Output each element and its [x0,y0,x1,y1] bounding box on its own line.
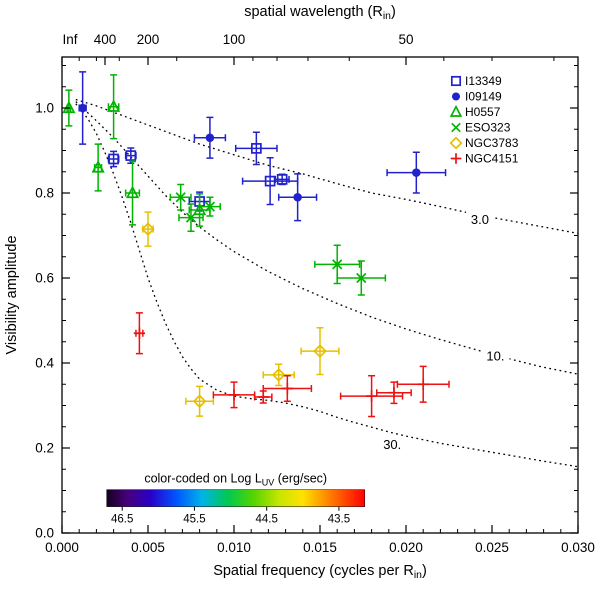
legend-label: ESO323 [465,121,511,135]
legend-label: NGC4151 [465,152,519,166]
top-axis-tick-label: 100 [223,32,246,47]
x-axis-tick-label: 0.020 [389,540,423,555]
x-axis-tick-label: 0.010 [217,540,251,555]
top-axis-tick-label: 50 [398,32,413,47]
legend-entry: I13349 [450,74,502,88]
marker-plus-icon [228,389,240,401]
legend-label: I13349 [465,74,502,88]
curve-label-bg [378,437,407,452]
series-eso323 [169,183,387,296]
x-axis-tick-label: 0.005 [131,540,165,555]
marker-triangle-open-icon [62,100,76,114]
y-axis-tick-label: 0.8 [35,186,54,201]
marker-circle-filled-icon [205,133,215,143]
series-ngc3783 [141,211,340,417]
marker-circle-filled-icon [452,92,460,101]
legend-entry: H0557 [449,104,501,119]
marker-x-icon [451,122,461,133]
marker-circle-filled-icon [293,192,302,202]
marker-x-icon [356,272,367,284]
marker-triangle-open-icon [449,104,463,117]
marker-plus-icon [450,153,462,164]
error-bar-x [234,144,278,152]
error-bar-x [185,397,215,405]
y-axis-tick-label: 0.6 [35,271,54,286]
legend-entry: I09149 [452,90,502,104]
marker-triangle-open-icon [125,185,140,199]
marker-x-icon [185,212,197,223]
curve-label-bg [465,211,494,227]
marker-diamond-open-icon [449,136,463,150]
x-axis-tick-label: 0.030 [561,540,595,555]
marker-triangle-open-icon [91,160,105,173]
x-axis-tick-label: 0.025 [475,540,509,555]
colorbar-tick-label: 46.5 [111,514,133,526]
legend-label: NGC3783 [465,136,519,150]
colorbar-tick-label: 44.5 [255,514,277,526]
colorbar-title: color-coded on Log LUV (erg/sec) [144,472,327,488]
y-axis-tick-label: 0.4 [35,356,54,371]
marker-plus-icon [281,382,293,395]
model-curve [75,103,579,468]
legend-label: H0557 [465,105,501,119]
marker-diamond-open-icon [313,344,327,358]
x-axis-title: Spatial frequency (cycles per Rin) [213,563,427,581]
marker-plus-icon [365,390,378,402]
model-curves: 3.0 10. 30. [75,98,579,468]
curve-label: 10. [486,349,504,364]
marker-circle-filled-icon [412,168,421,177]
marker-plus-icon [133,327,146,339]
legend-entry: NGC4151 [450,152,519,166]
marker-x-icon [332,259,343,270]
data-series [62,71,450,418]
y-axis-tick-label: 0.0 [35,526,54,541]
legend-entry: ESO323 [451,121,511,135]
legend-label: I09149 [465,90,502,104]
error-bar-x [124,189,141,197]
curve-label: 3.0 [471,212,489,227]
marker-circle-filled-icon [78,103,87,113]
x-axis-tick-label: 0.015 [303,540,337,555]
marker-square-open-icon [125,150,137,161]
y-axis-tick-label: 0.2 [35,441,54,456]
top-axis-title: spatial wavelength (Rin) [244,4,396,22]
y-axis-tick-label: 1.0 [35,101,54,116]
marker-diamond-open-icon [192,394,207,409]
marker-plus-icon [388,387,400,399]
colorbar-bar [106,489,365,507]
y-axis-title: Visibility amplitude [4,235,20,354]
legend-entry: NGC3783 [449,136,519,150]
error-bar-x [262,371,295,379]
top-axis-tick-label: 200 [137,32,160,47]
model-curve [75,101,579,375]
error-bar-x [300,347,340,355]
series-i09149 [78,71,447,222]
marker-triangle-open-icon [193,202,207,216]
marker-plus-icon [257,391,269,403]
marker-plus-icon [417,378,429,390]
top-axis-tick-label: 400 [94,32,117,47]
marker-x-icon [175,192,186,203]
marker-square-open-icon [108,153,119,165]
colorbar: color-coded on Log LUV (erg/sec) 46.5 45.5… [106,472,365,526]
colorbar-tick-label: 45.5 [183,514,205,526]
marker-square-open-icon [450,75,462,87]
top-axis-tick-label: Inf [62,32,77,47]
marker-diamond-open-icon [141,222,155,236]
marker-x-icon [204,201,216,212]
marker-square-open-icon [276,174,288,185]
series-ngc4151 [133,312,450,418]
curve-label-bg [481,348,510,364]
x-axis-tick-label: 0.000 [45,540,79,555]
curve-label: 30. [383,437,401,452]
marker-diamond-open-icon [271,368,286,382]
marker-triangle-open-icon [107,99,121,112]
colorbar-tick-label: 43.5 [328,514,350,526]
marker-square-open-icon [251,143,262,154]
axes: 0.000 0.005 0.010 0.015 0.020 0.025 0.030 0.0 0.… [4,4,595,581]
